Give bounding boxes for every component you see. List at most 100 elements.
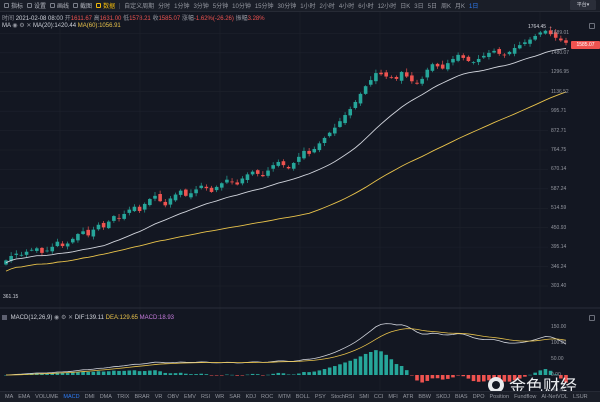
indicator-tab-18[interactable]: PSY (314, 394, 326, 400)
gear-icon[interactable]: ⚙ (60, 315, 67, 321)
dif-value: DIF:139.11 (74, 315, 104, 321)
indicator-tab-29[interactable]: Fundflow (514, 394, 537, 400)
timeframe-tab-15[interactable]: 周K (440, 4, 451, 10)
eye-icon[interactable]: ◉ (54, 315, 60, 321)
macd-tick: 0.00 (551, 372, 561, 378)
macd-bar (379, 351, 383, 375)
candle-body (209, 187, 214, 192)
indicator-tab-9[interactable]: OBV (167, 394, 180, 400)
candle-body (271, 165, 275, 169)
timeframe-tab-7[interactable]: 1小时 (300, 4, 316, 10)
toolbar-item-4[interactable]: 数据 (96, 1, 115, 10)
candle-body (250, 171, 255, 175)
eye-icon[interactable]: ◉ (12, 23, 18, 29)
macd-bar (168, 373, 173, 375)
pane-maximize-icon[interactable] (589, 23, 595, 29)
indicator-tab-22[interactable]: MFI (388, 394, 398, 400)
indicator-tab-19[interactable]: StochRSI (330, 394, 355, 400)
candle-body (194, 189, 198, 194)
indicator-tab-6[interactable]: TRIX (116, 394, 130, 400)
timeframe-tab-9[interactable]: 4小时 (338, 4, 355, 10)
indicator-tab-23[interactable]: ATR (402, 394, 414, 400)
candle-body (333, 127, 337, 134)
toolbar-item-3[interactable]: 截图 (73, 1, 92, 10)
timeframe-tab-6[interactable]: 30分钟 (277, 4, 297, 10)
macd-bar (194, 374, 198, 375)
toolbar-item-2[interactable]: 画线 (50, 1, 69, 10)
timeframe-tab-10[interactable]: 6小时 (358, 4, 374, 10)
indicator-tab-5[interactable]: DMA (99, 394, 112, 400)
macd-bar (281, 373, 286, 375)
indicator-tab-16[interactable]: MTM (278, 394, 291, 400)
indicator-tab-27[interactable]: DPO (472, 394, 485, 400)
indicator-tab-2[interactable]: VOLUME (35, 394, 59, 400)
candle-body (35, 248, 39, 251)
indicator-tab-13[interactable]: SAR (229, 394, 241, 400)
timeframe-tab-14[interactable]: 5日 (427, 4, 437, 10)
timeframe-tab-16[interactable]: 月K (454, 4, 465, 10)
timeframe-tab-13[interactable]: 3日 (414, 4, 424, 10)
macd-bar (101, 371, 106, 375)
macd-bar (384, 354, 388, 375)
macd-bar (55, 372, 60, 375)
timeframe-tab-11[interactable]: 12小时 (377, 4, 397, 10)
toolbar-item-0[interactable]: 指标 (4, 1, 23, 10)
close-icon[interactable]: ✕ (68, 315, 74, 321)
timeframe-tab-0[interactable]: 分时 (158, 4, 171, 10)
high-marker: 1764.45 → (528, 24, 553, 30)
indicator-tab-3[interactable]: MACD (63, 394, 80, 400)
macd-bar (415, 375, 419, 381)
indicator-tab-30[interactable]: AI-NetVOL (541, 394, 568, 400)
macd-bar (286, 374, 291, 375)
macd-bar (333, 366, 337, 375)
indicator-tab-24[interactable]: BBW (418, 394, 431, 400)
indicator-tab-1[interactable]: EMA (18, 394, 31, 400)
timeframe-tab-8[interactable]: 2小时 (319, 4, 335, 10)
indicator-tab-8[interactable]: VR (154, 394, 163, 400)
close-icon[interactable]: ✕ (26, 23, 32, 29)
indicator-tab-11[interactable]: RSI (200, 394, 211, 400)
macd-bar (538, 370, 543, 375)
indicator-tab-10[interactable]: EMV (184, 394, 196, 400)
candle-body (19, 254, 24, 256)
indicator-tab-0[interactable]: MA (5, 394, 14, 400)
indicator-tab-4[interactable]: DMI (84, 394, 95, 400)
price-tick: 995.71 (551, 108, 567, 115)
indicator-tab-7[interactable]: BRAR (134, 394, 150, 400)
indicator-tab-25[interactable]: SKDJ (435, 394, 451, 400)
macd-bar (543, 369, 548, 375)
indicator-tab-20[interactable]: SMI (359, 394, 369, 400)
indicator-tab-17[interactable]: BOLL (295, 394, 310, 400)
timeframe-tab-3[interactable]: 5分钟 (212, 4, 229, 10)
indicator-tab-12[interactable]: WR (215, 394, 225, 400)
timeframe-tab-2[interactable]: 3分钟 (193, 4, 209, 10)
timeframe-tab-17[interactable]: 1日 (469, 4, 479, 10)
candle-body (255, 170, 260, 174)
timeframe-tab-1[interactable]: 1分钟 (174, 4, 190, 10)
gear-icon[interactable]: ⚙ (19, 23, 25, 29)
toolbar-item-1[interactable]: 设置 (27, 1, 46, 10)
pane-maximize-icon[interactable] (589, 315, 595, 321)
macd-bar (122, 370, 126, 375)
indicator-tab-31[interactable]: LSUR (572, 394, 588, 400)
platform-selector[interactable]: 平台▾ (570, 0, 596, 10)
indicator-tab-15[interactable]: ROC (260, 394, 274, 400)
macd-histogram (4, 350, 568, 383)
timeframe-tab-4[interactable]: 10分钟 (232, 4, 251, 10)
toolbar-items: 指标 设置 画线 截图 数据 (0, 1, 115, 10)
candle-body (24, 251, 29, 255)
macd-bar (112, 370, 116, 375)
candle-body (404, 72, 409, 77)
indicator-tab-26[interactable]: BIAS (455, 394, 468, 400)
high-label: 高 (93, 16, 100, 22)
timeframe-tab-5[interactable]: 15分钟 (254, 4, 274, 10)
indicator-tab-21[interactable]: CCI (373, 394, 384, 400)
custom-period-button[interactable]: 自定义周期 (124, 4, 155, 10)
candle-body (415, 82, 419, 84)
macd-bar (553, 374, 558, 375)
timeframe-tab-12[interactable]: 日K (400, 4, 411, 10)
macd-bar (430, 375, 435, 379)
indicator-tab-14[interactable]: KDJ (245, 394, 256, 400)
indicator-tab-28[interactable]: Position (489, 394, 510, 400)
